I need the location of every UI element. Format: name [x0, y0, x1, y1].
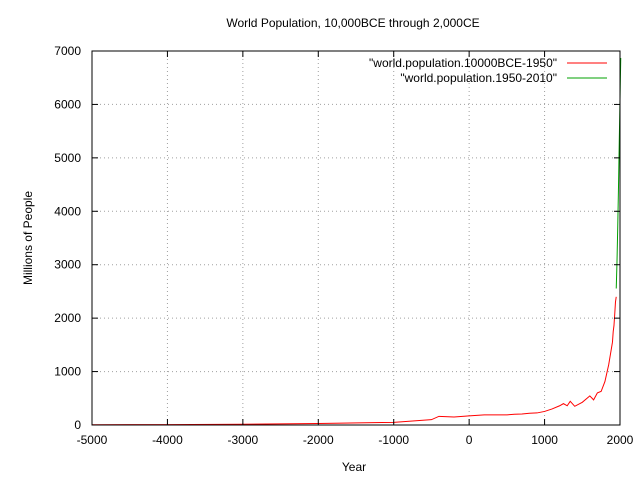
y-tick-label: 7000: [54, 44, 81, 58]
y-tick-label: 5000: [54, 151, 81, 165]
x-tick-label: -4000: [152, 433, 183, 447]
legend: "world.population.10000BCE-1950""world.p…: [369, 56, 607, 85]
x-tick-label: -5000: [77, 433, 108, 447]
x-tick-label: -2000: [303, 433, 334, 447]
series-layer: [91, 57, 622, 426]
x-tick-label: -1000: [378, 433, 409, 447]
y-axis-label: Millions of People: [21, 191, 35, 285]
series-line-0: [91, 296, 617, 426]
x-tick-label: 2000: [607, 433, 634, 447]
legend-label-0: "world.population.10000BCE-1950": [369, 56, 557, 70]
x-tick-label: 0: [466, 433, 473, 447]
axis-ticks: -5000 -4000 -3000 -2000 -1000 0 1000 2000 0 1000 2…: [54, 44, 633, 447]
y-tick-label: 1000: [54, 365, 81, 379]
y-tick-label: 4000: [54, 204, 81, 218]
grid-lines: [92, 51, 620, 425]
y-tick-label: 3000: [54, 258, 81, 272]
legend-label-1: "world.population.1950-2010": [400, 71, 557, 85]
y-tick-label: 2000: [54, 311, 81, 325]
x-tick-label: 1000: [531, 433, 558, 447]
y-tick-label: 0: [74, 418, 81, 432]
plot-frame: [91, 50, 621, 426]
y-tick-label: 6000: [54, 97, 81, 111]
x-axis-label: Year: [342, 460, 366, 474]
x-tick-label: -3000: [228, 433, 259, 447]
chart-title: World Population, 10,000BCE through 2,00…: [226, 16, 479, 30]
